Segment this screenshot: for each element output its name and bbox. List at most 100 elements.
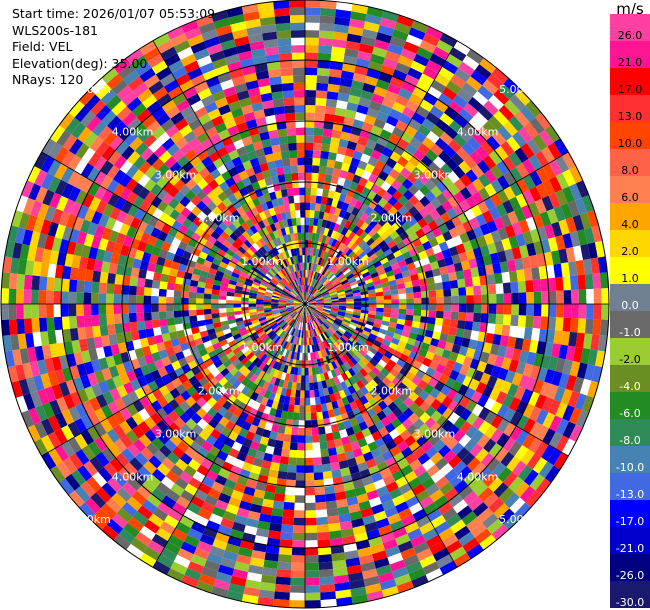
- velocity-gate: [213, 157, 225, 169]
- velocity-gate: [348, 337, 357, 345]
- velocity-gate: [364, 482, 377, 494]
- velocity-gate: [574, 197, 587, 215]
- velocity-gate: [295, 112, 305, 121]
- velocity-gate: [255, 426, 265, 437]
- velocity-gate: [208, 151, 221, 163]
- velocity-gate: [320, 349, 326, 358]
- velocity-gate: [226, 307, 234, 313]
- velocity-gate: [561, 438, 576, 456]
- velocity-gate: [286, 307, 295, 311]
- velocity-gate: [354, 486, 367, 497]
- velocity-gate: [179, 471, 193, 484]
- velocity-gate: [235, 163, 246, 174]
- velocity-gate: [434, 347, 445, 357]
- velocity-gate: [86, 476, 102, 493]
- velocity-gate: [352, 314, 361, 319]
- velocity-gate: [153, 560, 171, 575]
- velocity-gate: [323, 387, 330, 396]
- velocity-gate: [515, 400, 528, 415]
- velocity-gate: [307, 277, 310, 286]
- velocity-gate: [132, 339, 142, 350]
- velocity-gate: [421, 304, 429, 311]
- velocity-gate: [258, 387, 267, 397]
- velocity-gate: [322, 310, 330, 315]
- velocity-gate: [421, 297, 429, 304]
- velocity-gate: [305, 517, 317, 526]
- velocity-gate: [346, 301, 354, 304]
- velocity-gate: [420, 155, 434, 168]
- velocity-gate: [362, 330, 371, 337]
- velocity-gate: [144, 191, 157, 204]
- velocity-gate: [398, 508, 413, 521]
- velocity-gate: [177, 548, 194, 562]
- velocity-gate: [435, 289, 444, 298]
- velocity-gate: [240, 212, 250, 222]
- velocity-gate: [300, 307, 304, 315]
- velocity-gate: [370, 149, 382, 161]
- velocity-gate: [101, 110, 117, 126]
- velocity-gate: [126, 369, 137, 382]
- velocity-gate: [330, 247, 337, 256]
- velocity-gate: [317, 326, 322, 335]
- velocity-gate: [315, 319, 321, 327]
- velocity-gate: [493, 503, 510, 519]
- velocity-gate: [503, 408, 516, 423]
- velocity-gate: [316, 305, 324, 307]
- velocity-gate: [356, 380, 365, 390]
- velocity-gate: [235, 434, 246, 445]
- velocity-gate: [131, 412, 144, 426]
- velocity-gate: [448, 183, 460, 196]
- velocity-gate: [253, 109, 266, 119]
- velocity-gate: [257, 370, 266, 379]
- velocity-gate: [316, 302, 324, 304]
- velocity-gate: [71, 339, 81, 354]
- velocity-gate: [509, 270, 518, 283]
- velocity-gate: [555, 418, 569, 436]
- velocity-gate: [269, 321, 277, 327]
- velocity-gate: [212, 196, 223, 207]
- velocity-gate: [287, 135, 297, 144]
- velocity-gate: [403, 41, 420, 54]
- velocity-gate: [318, 388, 325, 397]
- velocity-gate: [526, 242, 537, 257]
- velocity-gate: [217, 433, 228, 444]
- velocity-gate: [248, 329, 257, 336]
- velocity-gate: [261, 574, 277, 584]
- velocity-gate: [324, 113, 335, 123]
- velocity-gate: [305, 292, 308, 301]
- velocity-gate: [287, 296, 295, 300]
- velocity-gate: [305, 45, 319, 53]
- velocity-gate: [402, 489, 416, 502]
- velocity-gate: [269, 407, 277, 417]
- velocity-gate: [285, 487, 296, 496]
- velocity-gate: [179, 124, 193, 137]
- velocity-gate: [305, 247, 308, 256]
- velocity-gate: [323, 305, 332, 307]
- velocity-gate: [119, 159, 133, 174]
- velocity-gate: [327, 83, 340, 93]
- velocity-gate: [151, 158, 165, 171]
- velocity-gate: [297, 295, 303, 301]
- velocity-gate: [47, 431, 62, 449]
- velocity-gate: [223, 410, 234, 421]
- velocity-gate: [350, 357, 358, 366]
- velocity-gate: [190, 195, 202, 206]
- velocity-gate: [181, 297, 189, 304]
- velocity-gate: [282, 289, 290, 295]
- velocity-gate: [243, 525, 258, 536]
- velocity-gate: [402, 106, 416, 119]
- colorbar-swatch: [610, 419, 650, 447]
- velocity-gate: [286, 284, 293, 291]
- velocity-gate: [360, 377, 369, 387]
- velocity-gate: [429, 209, 441, 221]
- velocity-gate: [224, 437, 236, 448]
- velocity-gate: [214, 275, 223, 282]
- velocity-gate: [454, 67, 471, 83]
- velocity-gate: [409, 137, 422, 150]
- velocity-gate: [248, 306, 257, 310]
- velocity-gate: [390, 244, 400, 254]
- velocity-gate: [308, 298, 316, 303]
- velocity-gate: [287, 308, 295, 313]
- velocity-gate: [334, 331, 342, 339]
- velocity-gate: [419, 73, 435, 87]
